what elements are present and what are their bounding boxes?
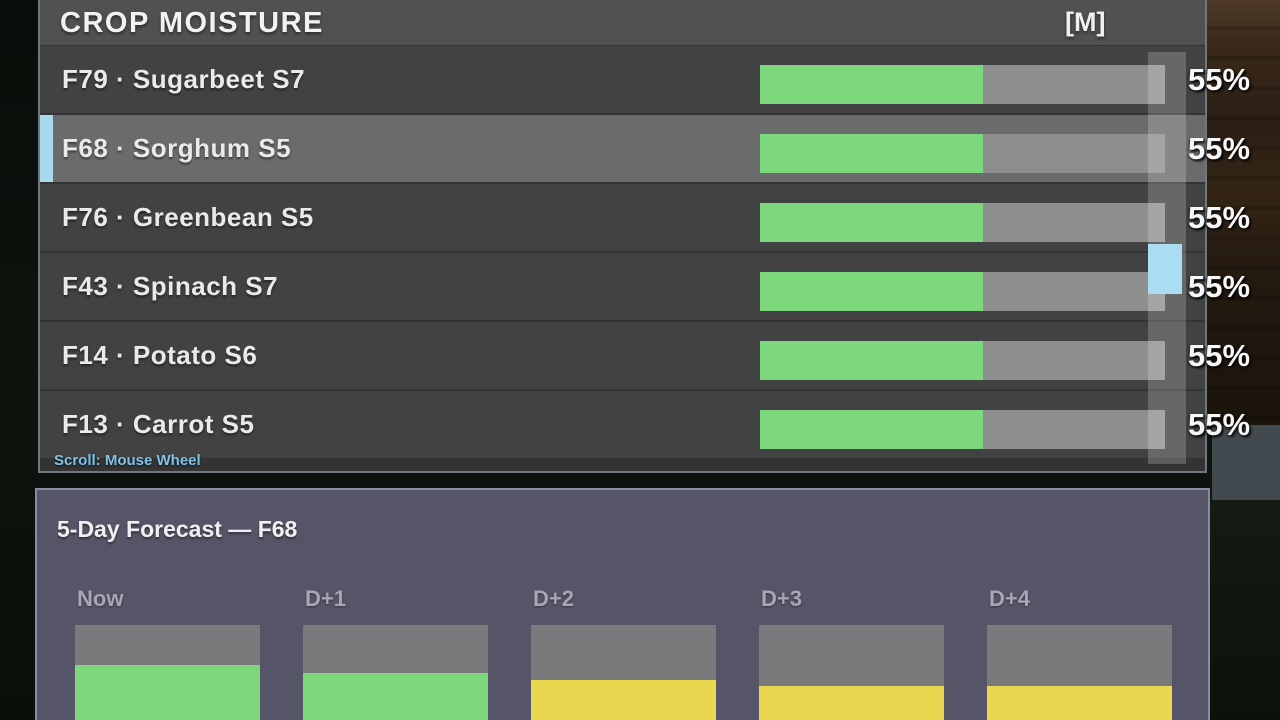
forecast-column: D+2 xyxy=(531,490,716,720)
panel-title: CROP MOISTURE xyxy=(60,7,324,39)
crop-row[interactable]: F13 · Carrot S5 55% xyxy=(40,391,1250,458)
forecast-day-label: D+2 xyxy=(533,586,574,611)
moisture-bar xyxy=(760,272,1165,311)
scrollbar[interactable] xyxy=(1148,52,1186,464)
forecast-panel: 5-Day Forecast — F68 Now D+1 D+2 D+3 D+4 xyxy=(35,488,1210,720)
game-background-trees xyxy=(0,0,40,720)
moisture-value: 55% xyxy=(1188,269,1251,304)
crop-row-label: F14 · Potato S6 xyxy=(62,340,258,370)
crop-row[interactable]: F43 · Spinach S7 55% xyxy=(40,253,1250,320)
forecast-gauge-fill xyxy=(303,673,488,720)
crop-moisture-header: CROP MOISTURE [M] xyxy=(40,0,1205,45)
moisture-bar-fill xyxy=(760,65,983,104)
moisture-value: 55% xyxy=(1188,131,1251,166)
scrollbar-thumb[interactable] xyxy=(1148,244,1182,294)
forecast-column: D+1 xyxy=(303,490,488,720)
crop-moisture-rows: F79 · Sugarbeet S7 55% F68 · Sorghum S5 … xyxy=(40,46,1250,460)
crop-row-label: F76 · Greenbean S5 xyxy=(62,202,314,232)
moisture-bar-fill xyxy=(760,203,983,242)
forecast-column: D+4 xyxy=(987,490,1172,720)
crop-row[interactable]: F76 · Greenbean S5 55% xyxy=(40,184,1250,251)
moisture-value: 55% xyxy=(1188,62,1251,97)
scroll-hint: Scroll: Mouse Wheel xyxy=(54,452,201,469)
forecast-day-label: D+4 xyxy=(989,586,1030,611)
moisture-bar xyxy=(760,341,1165,380)
crop-row-label: F68 · Sorghum S5 xyxy=(62,133,292,163)
forecast-day-label: Now xyxy=(77,586,124,611)
forecast-gauge xyxy=(759,625,944,720)
crop-row[interactable]: F68 · Sorghum S5 55% xyxy=(40,115,1250,182)
crop-row-label: F43 · Spinach S7 xyxy=(62,271,279,301)
forecast-column: Now xyxy=(75,490,260,720)
forecast-day-label: D+1 xyxy=(305,586,346,611)
moisture-bar xyxy=(760,410,1165,449)
forecast-gauge xyxy=(303,625,488,720)
moisture-bar xyxy=(760,203,1165,242)
forecast-gauge xyxy=(75,625,260,720)
selection-marker-icon xyxy=(40,115,53,182)
forecast-gauge xyxy=(531,625,716,720)
moisture-bar-fill xyxy=(760,410,983,449)
moisture-bar xyxy=(760,65,1165,104)
crop-moisture-panel: CROP MOISTURE [M] F79 · Sugarbeet S7 55%… xyxy=(38,0,1250,473)
moisture-value: 55% xyxy=(1188,200,1251,235)
game-background-planks xyxy=(1205,0,1280,430)
moisture-bar-fill xyxy=(760,272,983,311)
crop-row-label: F13 · Carrot S5 xyxy=(62,409,255,439)
moisture-bar xyxy=(760,134,1165,173)
moisture-bar-fill xyxy=(760,341,983,380)
forecast-title: 5-Day Forecast — F68 xyxy=(57,516,298,542)
forecast-gauge-fill xyxy=(531,680,716,720)
moisture-value: 55% xyxy=(1188,407,1251,442)
forecast-gauge-fill xyxy=(759,686,944,720)
forecast-gauge-fill xyxy=(987,686,1172,720)
crop-row[interactable]: F14 · Potato S6 55% xyxy=(40,322,1250,389)
game-background-ground xyxy=(1205,500,1280,720)
crop-row[interactable]: F79 · Sugarbeet S7 55% xyxy=(40,46,1250,113)
moisture-bar-fill xyxy=(760,134,983,173)
keybind-badge: [M] xyxy=(1065,7,1106,37)
forecast-gauge xyxy=(987,625,1172,720)
game-background-gap xyxy=(35,470,1210,490)
game-background-barn-wall xyxy=(1205,0,1280,430)
forecast-day-label: D+3 xyxy=(761,586,802,611)
forecast-gauge-fill xyxy=(75,665,260,720)
crop-row-label: F79 · Sugarbeet S7 xyxy=(62,64,306,94)
game-background-window xyxy=(1212,425,1280,503)
moisture-value: 55% xyxy=(1188,338,1251,373)
forecast-column: D+3 xyxy=(759,490,944,720)
